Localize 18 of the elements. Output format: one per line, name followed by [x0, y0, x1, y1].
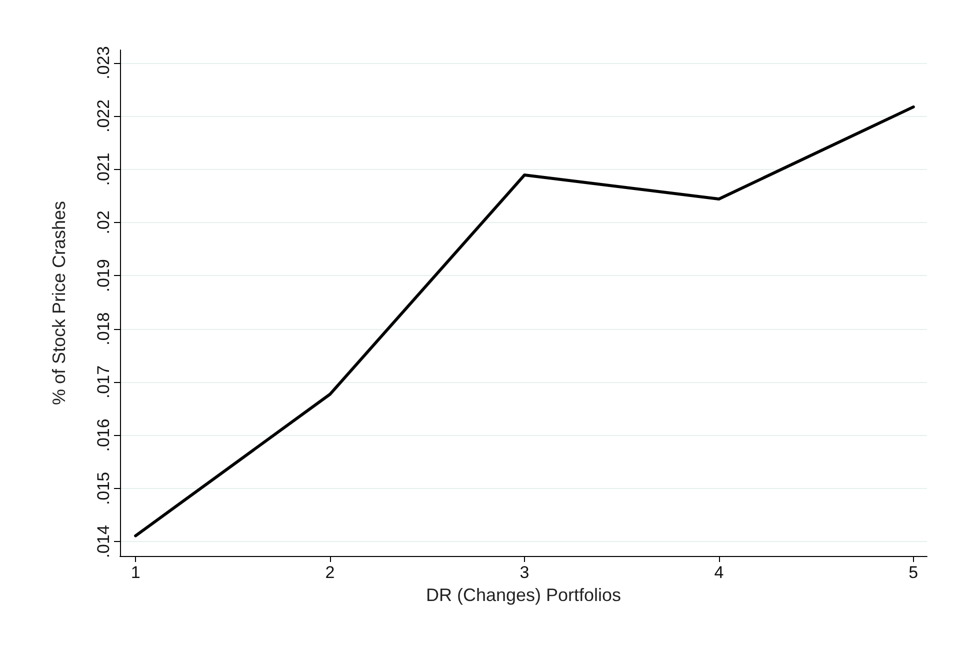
x-tick-label: 2	[325, 563, 335, 582]
y-tick-label: .015	[94, 472, 113, 505]
y-tick-label: .021	[94, 152, 113, 186]
x-tick-label: 4	[714, 563, 724, 582]
x-tick-label: 1	[130, 563, 140, 582]
x-tick-label: 5	[908, 563, 918, 582]
y-tick-label: .014	[94, 525, 113, 558]
y-tick-label: .022	[94, 99, 113, 133]
y-tick-label: .023	[94, 46, 113, 80]
y-tick-label: .018	[94, 312, 113, 346]
y-axis-title: % of Stock Price Crashes	[49, 200, 69, 406]
x-tick-label: 3	[520, 563, 530, 582]
y-tick-label: .016	[94, 418, 113, 452]
y-tick-label: .019	[94, 259, 113, 292]
y-tick-label: .017	[94, 365, 113, 399]
x-axis-title: DR (Changes) Portfolios	[426, 584, 622, 605]
y-tick-label: .02	[94, 210, 113, 234]
line-series	[134, 105, 915, 538]
